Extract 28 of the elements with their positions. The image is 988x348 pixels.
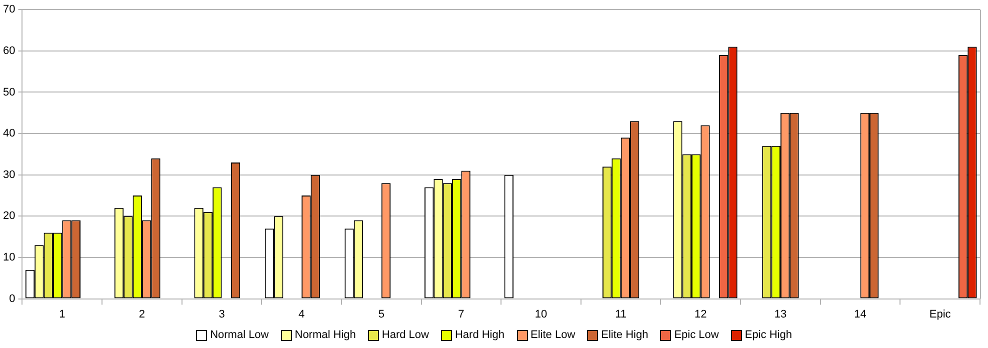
legend-label: Elite High	[601, 329, 648, 341]
legend-label: Epic Low	[674, 329, 719, 341]
x-tick-label: 7	[458, 308, 464, 320]
x-tick-label: 14	[854, 308, 866, 320]
y-tick-label: 70	[2, 4, 16, 16]
x-tick-label: 5	[378, 308, 384, 320]
y-tick-label: 10	[2, 252, 16, 264]
y-tick-label: 40	[2, 128, 16, 140]
x-tick-label: 4	[298, 308, 305, 320]
x-tick-label: 11	[615, 308, 627, 320]
x-tick-label: 2	[138, 308, 146, 320]
x-tick-label: 10	[534, 308, 548, 320]
y-tick-label: 60	[2, 44, 16, 57]
legend-label: Epic High	[744, 329, 792, 341]
legend-label: Normal High	[294, 329, 356, 341]
x-tick-label: Epic	[929, 308, 952, 320]
legend-label: Hard Low	[382, 329, 429, 341]
y-tick-label: 0	[9, 292, 16, 305]
y-tick-label: 30	[2, 168, 16, 181]
legend-label: Hard High	[454, 329, 504, 341]
x-tick-label: 13	[774, 308, 787, 320]
text: Normal Low	[210, 329, 269, 341]
x-tick-label: 12	[694, 308, 707, 320]
x-tick-label: 1	[59, 308, 66, 320]
y-tick-label: 50	[2, 86, 16, 98]
legend-label: Elite Low	[530, 329, 576, 341]
x-tick-label: 3	[218, 308, 225, 320]
y-tick-label: 20	[2, 210, 16, 222]
